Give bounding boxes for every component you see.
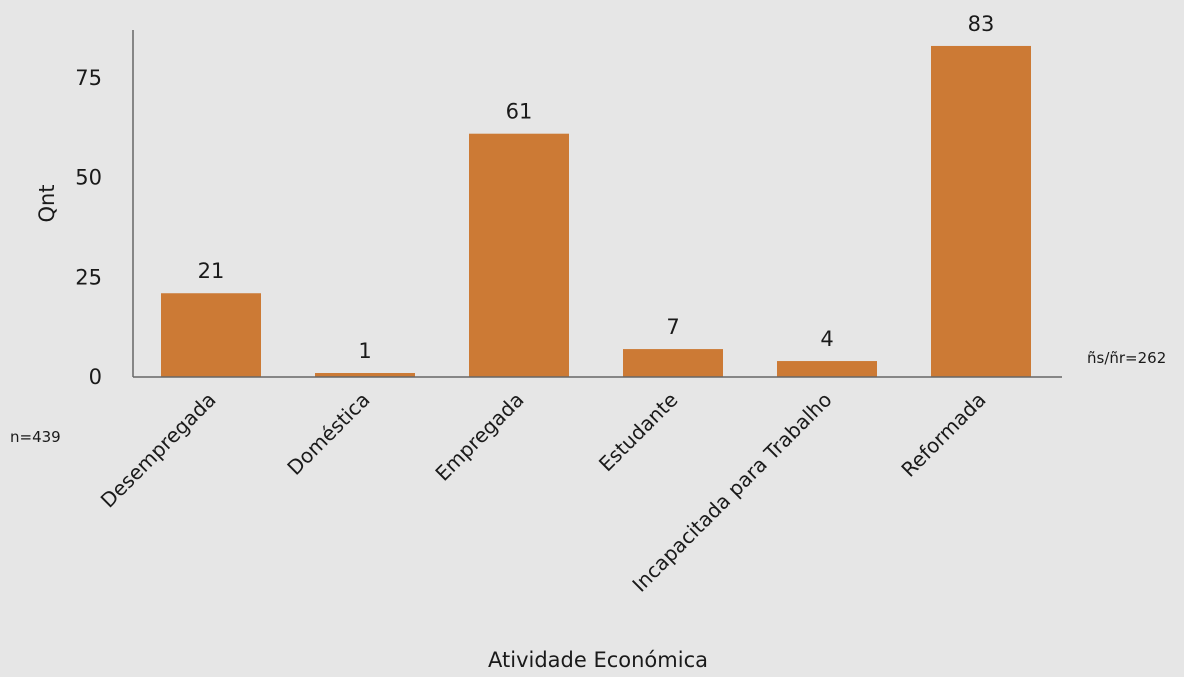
sample-size-note: n=439 (10, 428, 61, 446)
bar (777, 361, 877, 377)
bars-layer (161, 45, 1031, 378)
y-ticks: 0 25 50 75 (75, 66, 102, 389)
no-response-note: ñs/ñr=262 (1087, 349, 1166, 367)
bar-value-label: 61 (506, 100, 533, 124)
y-tick-label: 50 (75, 166, 102, 190)
bar (931, 45, 1031, 378)
bar (623, 349, 723, 377)
bar-value-label: 7 (666, 315, 679, 339)
bar-value-label: 4 (820, 327, 833, 351)
bar-value-label: 21 (198, 259, 225, 283)
bar (315, 373, 415, 377)
category-label: Empregada (430, 388, 528, 486)
x-axis-title: Atividade Económica (488, 648, 708, 672)
value-labels: 21 1 61 7 4 83 (198, 12, 995, 363)
bar (469, 133, 569, 377)
y-tick-label: 0 (89, 365, 102, 389)
y-tick-label: 25 (75, 265, 102, 289)
category-label: Doméstica (282, 388, 374, 480)
bar-value-label: 1 (358, 339, 371, 363)
y-tick-label: 75 (75, 66, 102, 90)
category-label: Estudante (594, 388, 683, 477)
category-label: Reformada (896, 388, 990, 482)
bar-value-label: 83 (968, 12, 995, 36)
category-labels: Desempregada Doméstica Empregada EstudanteI… (96, 388, 991, 597)
category-label: Desempregada (96, 388, 221, 513)
bar (161, 293, 261, 377)
y-axis-title: Qnt (35, 184, 59, 222)
